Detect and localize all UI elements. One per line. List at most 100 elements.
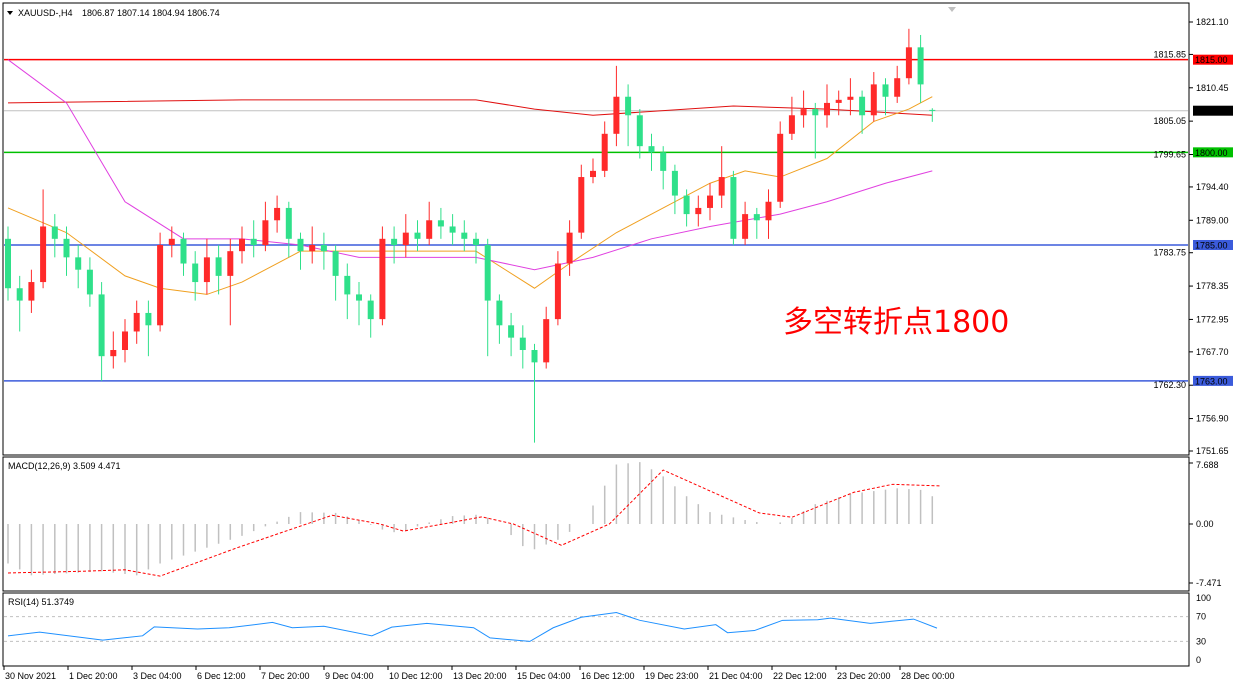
candle-body bbox=[742, 214, 749, 239]
symbol-header: XAUUSD-,H4 1806.87 1807.14 1804.94 1806.… bbox=[7, 8, 220, 18]
candle-body bbox=[578, 177, 585, 233]
candle-body bbox=[648, 146, 655, 153]
time-tick-label: 15 Dec 04:00 bbox=[517, 671, 571, 681]
price-tick-label: 1762.30 bbox=[1153, 380, 1186, 390]
candle-body bbox=[157, 244, 164, 326]
candle-body bbox=[367, 300, 374, 320]
candle-body bbox=[356, 294, 362, 301]
price-tick-label: 1794.40 bbox=[1196, 182, 1229, 192]
candle-body bbox=[777, 133, 784, 202]
rsi-line bbox=[7, 611, 938, 642]
time-tick-label: 1 Dec 20:00 bbox=[69, 671, 118, 681]
candle-body bbox=[683, 195, 690, 215]
panel-frames bbox=[2, 2, 1190, 667]
candle-body bbox=[437, 220, 444, 227]
candle-body bbox=[332, 251, 339, 276]
candle-body bbox=[28, 282, 35, 301]
candle-body bbox=[309, 244, 316, 252]
candle-body bbox=[75, 257, 82, 270]
candle-body bbox=[601, 133, 608, 171]
candle-body bbox=[274, 207, 281, 221]
macd-signal-line bbox=[7, 469, 941, 577]
candle-body bbox=[590, 170, 596, 178]
candle-body bbox=[800, 109, 807, 116]
candle-body bbox=[180, 238, 187, 264]
candle-body bbox=[449, 226, 456, 233]
candle-body bbox=[554, 263, 561, 320]
annotation-text: 多空转折点1800 bbox=[783, 305, 1009, 340]
candle-body bbox=[461, 232, 468, 239]
candle-body bbox=[133, 312, 140, 332]
candle-body bbox=[63, 238, 70, 258]
level-tag-label: 1800.00 bbox=[1195, 148, 1228, 158]
time-tick-label: 13 Dec 20:00 bbox=[453, 671, 507, 681]
price-tick-label: 1767.70 bbox=[1196, 347, 1229, 357]
level-tag bbox=[1193, 54, 1233, 65]
macd-panel bbox=[2, 456, 1190, 592]
candle-body bbox=[566, 232, 573, 264]
price-tick-label: 1799.65 bbox=[1153, 149, 1186, 159]
candle-body bbox=[239, 238, 245, 252]
level-tag-label: 1785.00 bbox=[1195, 240, 1228, 250]
candle-body bbox=[426, 220, 433, 239]
candle-body bbox=[894, 78, 901, 97]
price-tick-label: 1810.45 bbox=[1196, 83, 1229, 93]
candle-body bbox=[765, 201, 772, 221]
moving-average-line bbox=[7, 99, 933, 116]
candle-body bbox=[671, 170, 678, 196]
candle-body bbox=[473, 238, 479, 245]
candle-body bbox=[285, 207, 292, 239]
candle-body bbox=[613, 96, 620, 134]
rsi-tick-label: 100 bbox=[1196, 593, 1211, 603]
level-tag bbox=[1193, 375, 1233, 386]
time-tick-label: 9 Dec 04:00 bbox=[325, 671, 374, 681]
moving-average-line bbox=[7, 59, 933, 271]
time-tick-label: 3 Dec 04:00 bbox=[133, 671, 182, 681]
candle-body bbox=[16, 288, 23, 301]
price-tick-label: 1815.85 bbox=[1153, 49, 1186, 59]
ohlc-values: 1806.87 1807.14 1804.94 1806.74 bbox=[82, 8, 220, 18]
chart-shift-marker-icon[interactable] bbox=[948, 7, 956, 12]
candle-body bbox=[379, 238, 386, 320]
time-tick-label: 19 Dec 23:00 bbox=[645, 671, 699, 681]
candle-body bbox=[250, 238, 257, 245]
dropdown-triangle-icon[interactable] bbox=[7, 11, 13, 15]
candle-body bbox=[917, 47, 924, 85]
candle-body bbox=[695, 207, 702, 215]
candle-body bbox=[414, 232, 421, 239]
candle-body bbox=[86, 269, 93, 295]
candle-body bbox=[707, 195, 713, 208]
level-tag bbox=[1193, 147, 1233, 158]
candle-body bbox=[320, 244, 327, 252]
candle-body bbox=[145, 312, 152, 326]
candle-body bbox=[168, 238, 175, 245]
candle-body bbox=[882, 84, 889, 97]
time-tick-label: 10 Dec 12:00 bbox=[389, 671, 443, 681]
candle-body bbox=[835, 99, 842, 103]
price-tick-label: 1772.95 bbox=[1196, 314, 1229, 324]
candle-body bbox=[508, 325, 515, 338]
price-tick-label: 1756.90 bbox=[1196, 414, 1229, 424]
candle-body bbox=[5, 238, 11, 289]
level-tag bbox=[1193, 105, 1233, 116]
candle-body bbox=[660, 152, 667, 171]
candle-body bbox=[98, 294, 105, 357]
candle-body bbox=[847, 96, 854, 100]
price-tick-label: 1751.65 bbox=[1196, 446, 1229, 456]
candle-body bbox=[227, 251, 234, 276]
candle-body bbox=[262, 220, 269, 245]
candle-body bbox=[484, 244, 491, 301]
candle-body bbox=[122, 331, 128, 351]
candle-body bbox=[203, 257, 210, 283]
macd-tick-label: -7.471 bbox=[1196, 578, 1222, 588]
candle-body bbox=[543, 319, 550, 363]
candle-body bbox=[402, 232, 409, 245]
time-tick-label: 23 Dec 20:00 bbox=[837, 671, 891, 681]
rsi-tick-label: 30 bbox=[1196, 636, 1206, 646]
candle-body bbox=[636, 115, 643, 147]
candle-body bbox=[531, 350, 538, 363]
price-tick-label: 1783.75 bbox=[1153, 248, 1186, 258]
candle-body bbox=[929, 109, 936, 111]
candle-body bbox=[297, 238, 304, 252]
